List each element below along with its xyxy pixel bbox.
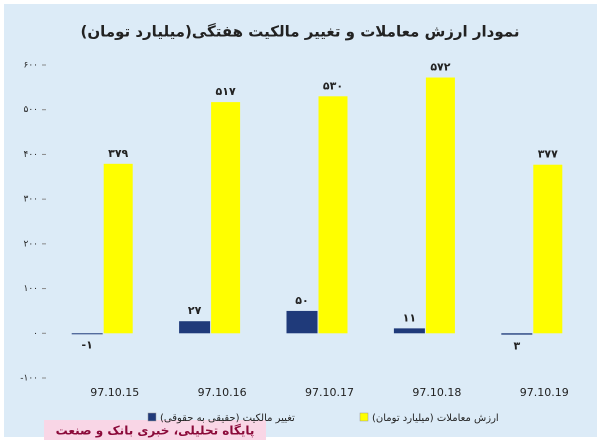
legend-label: ارزش معاملات (میلیارد تومان) (372, 413, 499, 424)
data-label: ۵۱۷ (216, 85, 236, 98)
y-tick-label: -۱۰۰ (20, 374, 38, 384)
data-label: ۳ (513, 340, 520, 353)
data-label: ۱۱ (403, 311, 416, 324)
y-tick-label: ۵۰۰ (23, 105, 38, 115)
bar (425, 77, 455, 334)
y-tick-label: ۲۰۰ (23, 239, 38, 249)
data-label: ۳۷۷ (538, 148, 558, 161)
x-tick-label: 97.10.17 (305, 386, 354, 399)
bar (533, 164, 563, 334)
bar (103, 163, 133, 334)
x-tick-label: 97.10.18 (412, 386, 461, 399)
data-label: ۵۰ (295, 294, 308, 307)
data-label: ۲۷ (188, 304, 202, 317)
bar (286, 310, 318, 334)
data-label: -۱ (82, 339, 93, 352)
bar (318, 96, 348, 334)
y-tick-label: ۱۰۰ (23, 284, 38, 294)
bar (71, 333, 103, 335)
bar (501, 333, 533, 335)
data-label: ۵۷۲ (430, 61, 450, 74)
x-tick-label: 97.10.15 (90, 386, 139, 399)
bar (179, 321, 211, 334)
data-label: ۵۳۰ (323, 79, 343, 92)
x-tick-label: 97.10.19 (520, 386, 569, 399)
watermark: پایگاه تحلیلی، خبری بانک و صنعت (56, 424, 255, 439)
bar (211, 102, 241, 334)
y-tick-label: ۴۰۰ (23, 150, 38, 160)
chart-title: نمودار ارزش معاملات و تغییر مالکیت هفتگی… (81, 23, 520, 41)
legend-label: تغییر مالکیت (حقیقی به حقوقی) (160, 413, 295, 424)
legend-swatch (359, 412, 369, 422)
legend-swatch (147, 412, 157, 422)
watermark-box (44, 420, 266, 440)
data-label: ۳۷۹ (108, 147, 128, 160)
y-tick-label: ۰ (33, 329, 38, 339)
x-tick-label: 97.10.16 (198, 386, 247, 399)
bar (393, 328, 425, 334)
y-tick-label: ۳۰۰ (23, 195, 38, 205)
y-tick-label: ۶۰۰ (23, 61, 38, 71)
chart-background (4, 4, 597, 437)
